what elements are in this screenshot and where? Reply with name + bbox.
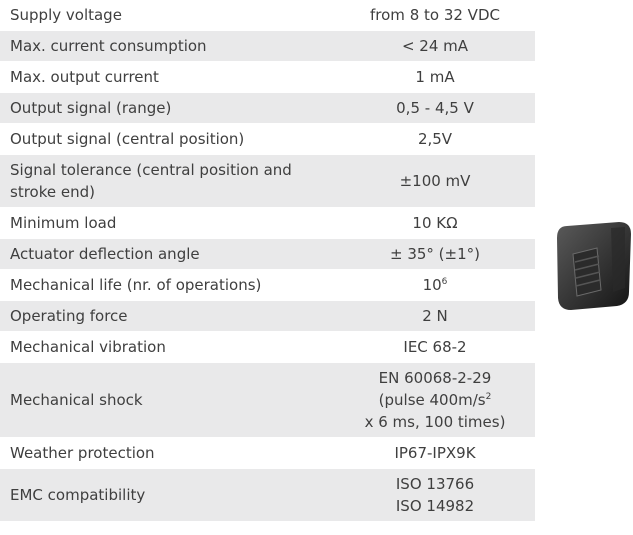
row-value: 0,5 - 4,5 V	[335, 93, 535, 124]
table-row: Max. output current 1 mA	[0, 62, 535, 93]
value-line: < 24 mA	[345, 35, 525, 57]
value-text: (pulse 400m/s	[379, 391, 486, 409]
value-line: ± 35° (±1°)	[345, 243, 525, 265]
value-line: ISO 14982	[345, 495, 525, 517]
row-label: Signal tolerance (central position and s…	[0, 155, 335, 208]
row-value: ± 35° (±1°)	[335, 239, 535, 270]
row-label: Supply voltage	[0, 0, 335, 31]
value-line: IEC 68-2	[345, 336, 525, 358]
superscript: 2	[486, 392, 492, 402]
table-row: Actuator deflection angle ± 35° (±1°)	[0, 239, 535, 270]
row-value: IP67-IPX9K	[335, 438, 535, 469]
value-line: 1 mA	[345, 66, 525, 88]
row-label: Output signal (range)	[0, 93, 335, 124]
table-row: Output signal (central position) 2,5V	[0, 124, 535, 155]
value-line: IP67-IPX9K	[345, 442, 525, 464]
row-label: Max. output current	[0, 62, 335, 93]
row-label: Actuator deflection angle	[0, 239, 335, 270]
table-row: Signal tolerance (central position and s…	[0, 155, 535, 208]
row-label: Output signal (central position)	[0, 124, 335, 155]
value-line: 106	[345, 274, 525, 296]
table-row: Operating force 2 N	[0, 301, 535, 332]
table-row: Supply voltage from 8 to 32 VDC	[0, 0, 535, 31]
value-line: from 8 to 32 VDC	[345, 4, 525, 26]
row-value: from 8 to 32 VDC	[335, 0, 535, 31]
row-value: 10 KΩ	[335, 208, 535, 239]
value-line: ±100 mV	[345, 170, 525, 192]
table-row: Mechanical vibration IEC 68-2	[0, 332, 535, 363]
row-label: Mechanical life (nr. of operations)	[0, 270, 335, 301]
row-label: EMC compatibility	[0, 469, 335, 522]
row-label: Max. current consumption	[0, 31, 335, 62]
table-row: Output signal (range) 0,5 - 4,5 V	[0, 93, 535, 124]
table-row: Mechanical life (nr. of operations) 106	[0, 270, 535, 301]
value-line: EN 60068-2-29	[345, 367, 525, 389]
value-line: 0,5 - 4,5 V	[345, 97, 525, 119]
product-image	[553, 218, 633, 314]
value-line: (pulse 400m/s2	[345, 389, 525, 411]
value-line: ISO 13766	[345, 473, 525, 495]
row-label: Weather protection	[0, 438, 335, 469]
table-row: Weather protection IP67-IPX9K	[0, 438, 535, 469]
row-label: Mechanical vibration	[0, 332, 335, 363]
value-line: 2,5V	[345, 128, 525, 150]
row-value: 2,5V	[335, 124, 535, 155]
table-row: Minimum load 10 KΩ	[0, 208, 535, 239]
value-line: 2 N	[345, 305, 525, 327]
row-value: < 24 mA	[335, 31, 535, 62]
row-value: IEC 68-2	[335, 332, 535, 363]
table-row: Max. current consumption < 24 mA	[0, 31, 535, 62]
row-value: 1 mA	[335, 62, 535, 93]
superscript: 6	[442, 277, 448, 287]
spec-table: Supply voltage from 8 to 32 VDC Max. curre…	[0, 0, 535, 522]
row-label: Minimum load	[0, 208, 335, 239]
row-value: ±100 mV	[335, 155, 535, 208]
row-value: 106	[335, 270, 535, 301]
page: Supply voltage from 8 to 32 VDC Max. curre…	[0, 0, 633, 535]
value-text: 10	[423, 276, 442, 294]
row-value: 2 N	[335, 301, 535, 332]
row-label: Operating force	[0, 301, 335, 332]
value-line: x 6 ms, 100 times)	[345, 411, 525, 433]
row-label: Mechanical shock	[0, 363, 335, 438]
value-line: 10 KΩ	[345, 212, 525, 234]
